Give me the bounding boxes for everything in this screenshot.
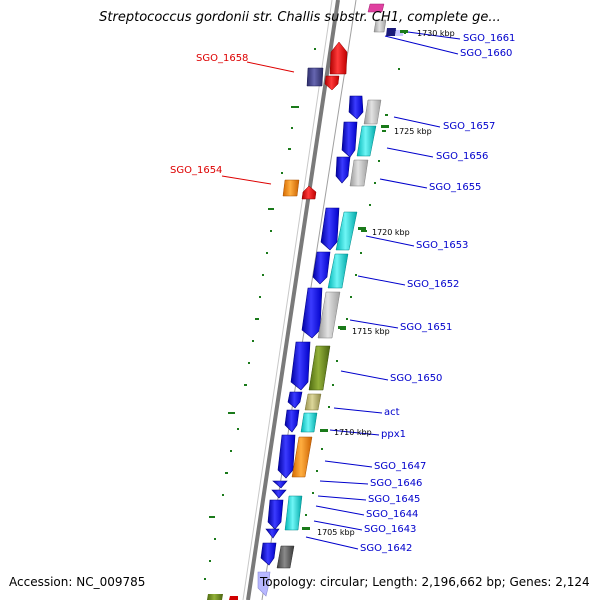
gene-sgo-1645	[271, 489, 287, 499]
scale-tick-label: 1715 kbp	[352, 327, 390, 336]
reverse-genes	[207, 41, 348, 600]
gene-sgo-1647	[277, 434, 296, 479]
gene-sgo-1647-cog	[291, 436, 313, 478]
page-title: Streptococcus gordonii str. Challis subs…	[99, 10, 501, 25]
gene-label-sgo-1661[interactable]: SGO_1661	[463, 33, 516, 44]
gene-sgo-1643	[265, 528, 280, 539]
scale-tick-label: 1725 kbp	[394, 127, 432, 136]
forward-genes	[257, 95, 364, 597]
gene-label-sgo-1654[interactable]: SGO_1654	[170, 165, 223, 176]
gene-sgo-1657	[348, 95, 364, 120]
gene-ppx1	[284, 409, 300, 433]
gene-sgo-1655	[335, 156, 351, 184]
gene-sgo-1646	[272, 480, 288, 489]
gene-sgo-1653	[320, 207, 340, 251]
genome-summary-text: Topology: circular; Length: 2,196,662 bp…	[260, 575, 590, 589]
scale-tick-label: 1720 kbp	[372, 228, 410, 237]
gene-label-sgo-1650[interactable]: SGO_1650	[390, 373, 443, 384]
gene-label-sgo-1642[interactable]: SGO_1642	[360, 543, 413, 554]
gene-label-sgo-1652[interactable]: SGO_1652	[407, 279, 460, 290]
gene-sgo-1653-cog	[335, 211, 358, 251]
gene-label-sgo-1651[interactable]: SGO_1651	[400, 322, 453, 333]
gene-sgo-1652	[312, 251, 331, 285]
gene-act	[287, 391, 303, 409]
gene-label-sgo-1658[interactable]: SGO_1658	[196, 53, 249, 64]
scale-tick-label: 1730 kbp	[417, 29, 455, 38]
gene-label-ppx1[interactable]: ppx1	[381, 429, 406, 440]
gene-sgo-1642	[260, 542, 277, 566]
gene-label-sgo-1644[interactable]: SGO_1644	[366, 509, 419, 520]
gene-label-sgo-1660[interactable]: SGO_1660	[460, 48, 513, 59]
gene-sgo-1657-cog	[363, 99, 382, 125]
gene-label-sgo-1655[interactable]: SGO_1655	[429, 182, 482, 193]
gene-sgo-1650	[290, 341, 311, 391]
scale-tick-label: 1705 kbp	[317, 528, 355, 537]
gene-act-cog	[304, 393, 322, 411]
gene-sgo-1651	[301, 287, 323, 339]
gene-sgo-1658	[324, 75, 340, 91]
gene-sgo-1644	[267, 499, 284, 530]
gene-sgo-1651-cog	[317, 291, 341, 339]
gene-sgo-1655-cog	[349, 159, 369, 187]
label-connectors	[221, 29, 461, 550]
gene-sgo-1652-cog	[327, 253, 349, 289]
gene-label-sgo-1645[interactable]: SGO_1645	[368, 494, 421, 505]
cog-category-genes	[276, 3, 404, 569]
gene-label-sgo-1657[interactable]: SGO_1657	[443, 121, 496, 132]
gene-sgo-1644-cog	[284, 495, 303, 531]
scale-tick-label: 1710 kbp	[334, 428, 372, 437]
gene-sgo-1654	[301, 185, 317, 200]
gene-label-sgo-1646[interactable]: SGO_1646	[370, 478, 423, 489]
gene-ppx1-cog	[300, 412, 318, 433]
gene-sgo-1642-cog	[276, 545, 295, 569]
gene-sgo-1658-cog	[329, 41, 348, 75]
scale-tick-marks	[302, 30, 408, 530]
gene-sgo-1656	[341, 121, 358, 158]
gene-label-act[interactable]: act	[384, 407, 400, 418]
gene-label-sgo-1656[interactable]: SGO_1656	[436, 151, 489, 162]
gene-sgo-1650-cog	[308, 345, 331, 391]
gene-sgo-1656-cog	[356, 125, 377, 157]
gene-label-sgo-1653[interactable]: SGO_1653	[416, 240, 469, 251]
accession-text: Accession: NC_009785	[9, 575, 146, 589]
gene-label-sgo-1643[interactable]: SGO_1643	[364, 524, 417, 535]
gene-label-sgo-1647[interactable]: SGO_1647	[374, 461, 427, 472]
